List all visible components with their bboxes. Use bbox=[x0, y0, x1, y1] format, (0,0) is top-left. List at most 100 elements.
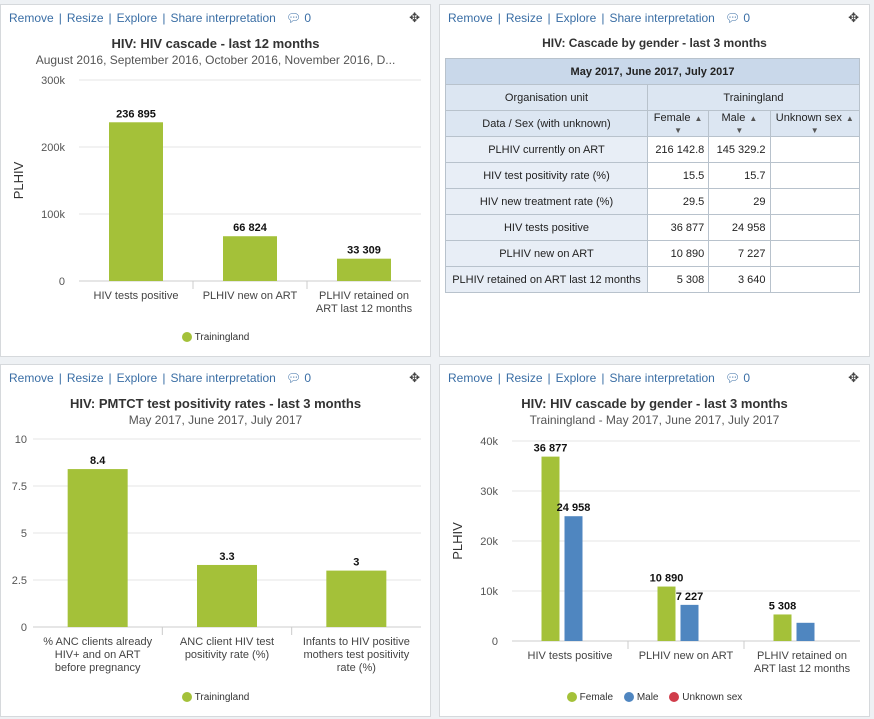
panel-toolbar: Remove | Resize | Explore | Share interpretati… bbox=[9, 371, 312, 385]
legend-dot-icon bbox=[669, 692, 680, 703]
share-interpretation-link[interactable]: Share interpretation bbox=[170, 11, 276, 25]
move-icon[interactable]: ✥ bbox=[409, 370, 420, 385]
x-tick-label: positivity rate (%) bbox=[185, 649, 269, 661]
y-tick-label: 100k bbox=[41, 209, 65, 221]
org-unit-value: Trainingland bbox=[646, 84, 861, 111]
y-axis-title: PLHIV bbox=[450, 522, 465, 560]
remove-link[interactable]: Remove bbox=[448, 371, 493, 385]
table-title: HIV: Cascade by gender - last 3 months bbox=[542, 36, 767, 50]
chart-subtitle: August 2016, September 2016, October 201… bbox=[35, 53, 396, 67]
table-row: PLHIV currently on ART 216 142.8 145 329… bbox=[445, 136, 861, 163]
bar bbox=[109, 122, 163, 281]
chart-title: HIV: PMTCT test positivity rates - last … bbox=[69, 396, 362, 411]
x-tick-label: ART last 12 months bbox=[316, 303, 413, 315]
resize-link[interactable]: Resize bbox=[505, 11, 543, 25]
panel-cascade-by-gender-table: Remove | Resize | Explore | Share interpretati… bbox=[439, 4, 870, 357]
x-tick-label: ART last 12 months bbox=[754, 663, 851, 675]
share-interpretation-link[interactable]: Share interpretation bbox=[170, 371, 276, 385]
remove-link[interactable]: Remove bbox=[9, 11, 54, 25]
y-tick-label: 5 bbox=[21, 528, 27, 540]
chart-cascade-by-gender: 0 10k 20k 30k 40k PLHIV HIV tests positive 36 8… bbox=[450, 436, 860, 675]
x-tick-label: mothers test positivity bbox=[303, 649, 409, 661]
chart-title: HIV: HIV cascade - last 12 months bbox=[111, 36, 320, 51]
chart-hiv-cascade: 0 100k 200k 300k PLHIV HIV tests positive 236 … bbox=[11, 75, 421, 315]
legend-item-male[interactable]: Male bbox=[623, 692, 659, 703]
y-tick-label: 20k bbox=[480, 536, 498, 548]
period-header: May 2017, June 2017, July 2017 bbox=[445, 58, 860, 85]
y-tick-label: 0 bbox=[492, 636, 498, 648]
y-tick-label: 300k bbox=[41, 75, 65, 87]
remove-link[interactable]: Remove bbox=[448, 11, 493, 25]
chart-subtitle: May 2017, June 2017, July 2017 bbox=[128, 413, 303, 427]
move-icon[interactable]: ✥ bbox=[848, 10, 859, 25]
panel-toolbar: Remove | Resize | Explore | Share interpretati… bbox=[9, 11, 312, 25]
comments-link[interactable]: 💬︎ 0 bbox=[724, 371, 751, 385]
y-tick-label: 0 bbox=[21, 622, 27, 634]
bar bbox=[337, 258, 391, 281]
data-label: 24 958 bbox=[557, 502, 591, 514]
comments-link[interactable]: 💬︎ 0 bbox=[285, 11, 312, 25]
resize-link[interactable]: Resize bbox=[66, 371, 104, 385]
column-header-unknown[interactable]: Unknown sex ▲ ▼ bbox=[769, 110, 861, 137]
chart-title: HIV: HIV cascade by gender - last 3 mont… bbox=[521, 396, 788, 411]
panel-toolbar: Remove | Resize | Explore | Share interpretati… bbox=[448, 11, 751, 25]
x-tick-label: PLHIV new on ART bbox=[203, 290, 298, 302]
bar bbox=[326, 570, 387, 627]
legend-dot-icon bbox=[566, 692, 577, 703]
legend[interactable]: Trainingland bbox=[1, 692, 430, 703]
panel-toolbar: Remove | Resize | Explore | Share interpretati… bbox=[448, 371, 751, 385]
y-axis-title: PLHIV bbox=[11, 161, 26, 199]
panel-cascade-by-gender-chart: Remove | Resize | Explore | Share interpretati… bbox=[439, 364, 870, 717]
bar bbox=[67, 469, 128, 627]
column-header-male[interactable]: Male ▲ ▼ bbox=[708, 110, 771, 137]
data-label: 7 227 bbox=[676, 591, 704, 603]
table-row: HIV tests positive 36 877 24 958 bbox=[445, 214, 861, 241]
sort-icon: ▲ ▼ bbox=[810, 113, 854, 135]
remove-link[interactable]: Remove bbox=[9, 371, 54, 385]
legend-dot-icon bbox=[181, 692, 192, 703]
resize-link[interactable]: Resize bbox=[66, 11, 104, 25]
resize-link[interactable]: Resize bbox=[505, 371, 543, 385]
bar bbox=[197, 564, 257, 627]
comments-link[interactable]: 💬︎ 0 bbox=[285, 371, 312, 385]
legend-item-female[interactable]: Female bbox=[566, 692, 613, 703]
explore-link[interactable]: Explore bbox=[116, 11, 158, 25]
sort-icon: ▲ ▼ bbox=[735, 113, 758, 135]
data-label: 3.3 bbox=[219, 551, 234, 563]
y-tick-label: 40k bbox=[480, 436, 498, 448]
data-label: 8.4 bbox=[90, 455, 106, 467]
comment-icon: 💬︎ bbox=[285, 11, 302, 25]
legend-item-unknown-sex[interactable]: Unknown sex bbox=[669, 692, 742, 703]
comments-link[interactable]: 💬︎ 0 bbox=[724, 11, 751, 25]
bar bbox=[773, 614, 792, 641]
y-tick-label: 30k bbox=[480, 486, 498, 498]
explore-link[interactable]: Explore bbox=[555, 11, 597, 25]
bar bbox=[541, 456, 560, 641]
move-icon[interactable]: ✥ bbox=[848, 370, 859, 385]
move-icon[interactable]: ✥ bbox=[409, 10, 420, 25]
y-tick-label: 10 bbox=[15, 434, 27, 446]
data-label: 5 308 bbox=[769, 600, 797, 612]
data-label: 36 877 bbox=[534, 443, 568, 455]
explore-link[interactable]: Explore bbox=[116, 371, 158, 385]
data-label: 3 bbox=[353, 557, 359, 569]
data-label: 33 309 bbox=[347, 245, 381, 257]
column-header-female[interactable]: Female ▲ ▼ bbox=[646, 110, 710, 137]
x-tick-label: PLHIV retained on bbox=[319, 290, 409, 302]
panel-hiv-cascade: Remove | Resize | Explore | Share interpretati… bbox=[0, 4, 431, 357]
x-tick-label: Infants to HIV positive bbox=[303, 636, 410, 648]
comment-icon: 💬︎ bbox=[724, 371, 741, 385]
comment-icon: 💬︎ bbox=[285, 371, 302, 385]
chart-subtitle: Trainingland - May 2017, June 2017, July… bbox=[529, 413, 780, 427]
data-label: 236 895 bbox=[116, 108, 156, 120]
table-row: HIV test positivity rate (%) 15.5 15.7 bbox=[445, 162, 861, 189]
data-label: 66 824 bbox=[233, 222, 268, 234]
bar bbox=[680, 604, 699, 641]
explore-link[interactable]: Explore bbox=[555, 371, 597, 385]
share-interpretation-link[interactable]: Share interpretation bbox=[609, 371, 715, 385]
share-interpretation-link[interactable]: Share interpretation bbox=[609, 11, 715, 25]
x-tick-label: HIV tests positive bbox=[94, 290, 179, 302]
y-tick-label: 2.5 bbox=[12, 575, 27, 587]
legend[interactable]: Trainingland bbox=[1, 332, 430, 343]
x-tick-label: before pregnancy bbox=[55, 662, 141, 674]
